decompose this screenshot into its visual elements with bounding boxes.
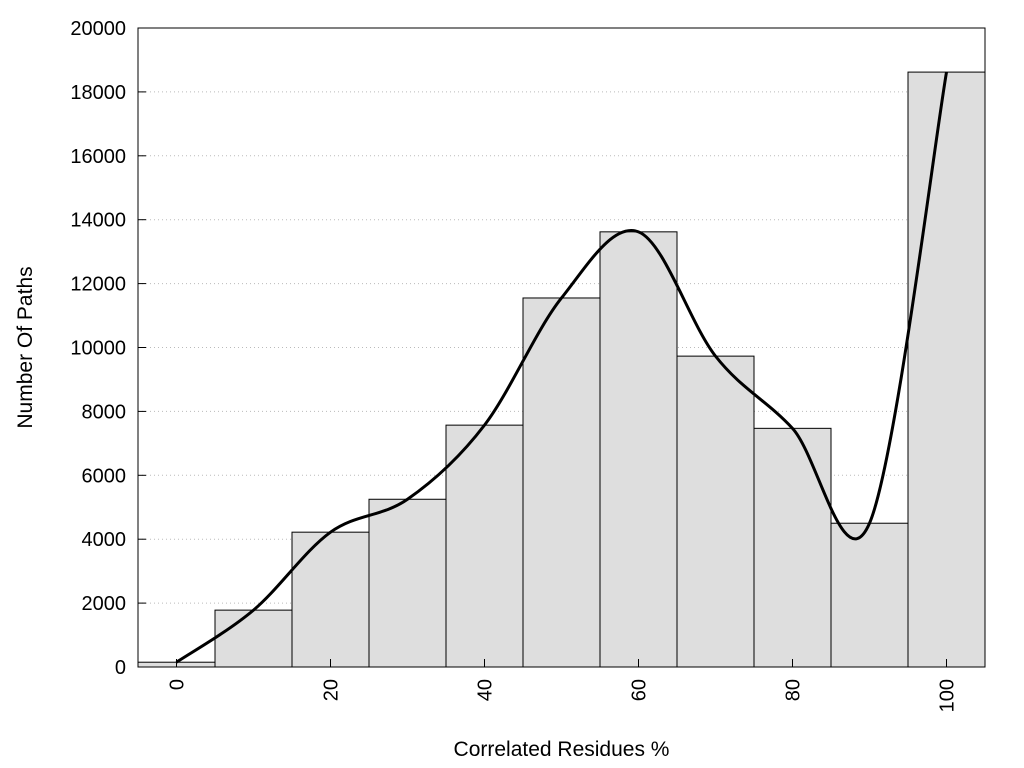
x-tick-label: 80 — [783, 679, 805, 701]
x-tick-label: 100 — [937, 679, 959, 712]
y-axis-ticks: 0 2000 4000 6000 8000 10000 12000 14000 16000 180… — [70, 18, 146, 679]
y-tick-label: 8000 — [82, 401, 127, 423]
y-tick-label: 10000 — [70, 338, 126, 360]
smoothed-trend-line — [175, 71, 948, 664]
x-axis-ticks: 0 20 40 60 80 100 — [167, 659, 959, 712]
histogram-bar — [676, 355, 755, 668]
y-tick-label: 14000 — [70, 210, 126, 232]
histogram-bar — [907, 71, 986, 668]
histogram-bar — [214, 609, 293, 668]
bars — [137, 71, 986, 668]
x-tick-label: 20 — [321, 679, 343, 701]
y-tick-label: 20000 — [70, 18, 126, 40]
y-tick-label: 2000 — [82, 593, 127, 615]
histogram-bar — [368, 498, 447, 668]
y-tick-label: 4000 — [82, 529, 127, 551]
histogram-bar — [599, 231, 678, 668]
x-axis-label: Correlated Residues % — [454, 738, 670, 761]
y-tick-label: 18000 — [70, 82, 126, 104]
histogram-bar — [291, 531, 370, 668]
y-tick-label: 12000 — [70, 274, 126, 296]
histogram-bar — [445, 424, 524, 668]
x-tick-label: 0 — [167, 679, 189, 690]
y-tick-label: 16000 — [70, 146, 126, 168]
y-axis-label: Number Of Paths — [14, 266, 37, 428]
histogram-bar — [522, 297, 601, 668]
histogram-bar — [830, 522, 909, 668]
y-tick-label: 0 — [115, 657, 126, 679]
y-tick-label: 6000 — [82, 465, 127, 487]
histogram-bar — [753, 427, 832, 668]
x-tick-label: 60 — [629, 679, 651, 701]
x-tick-label: 40 — [475, 679, 497, 701]
